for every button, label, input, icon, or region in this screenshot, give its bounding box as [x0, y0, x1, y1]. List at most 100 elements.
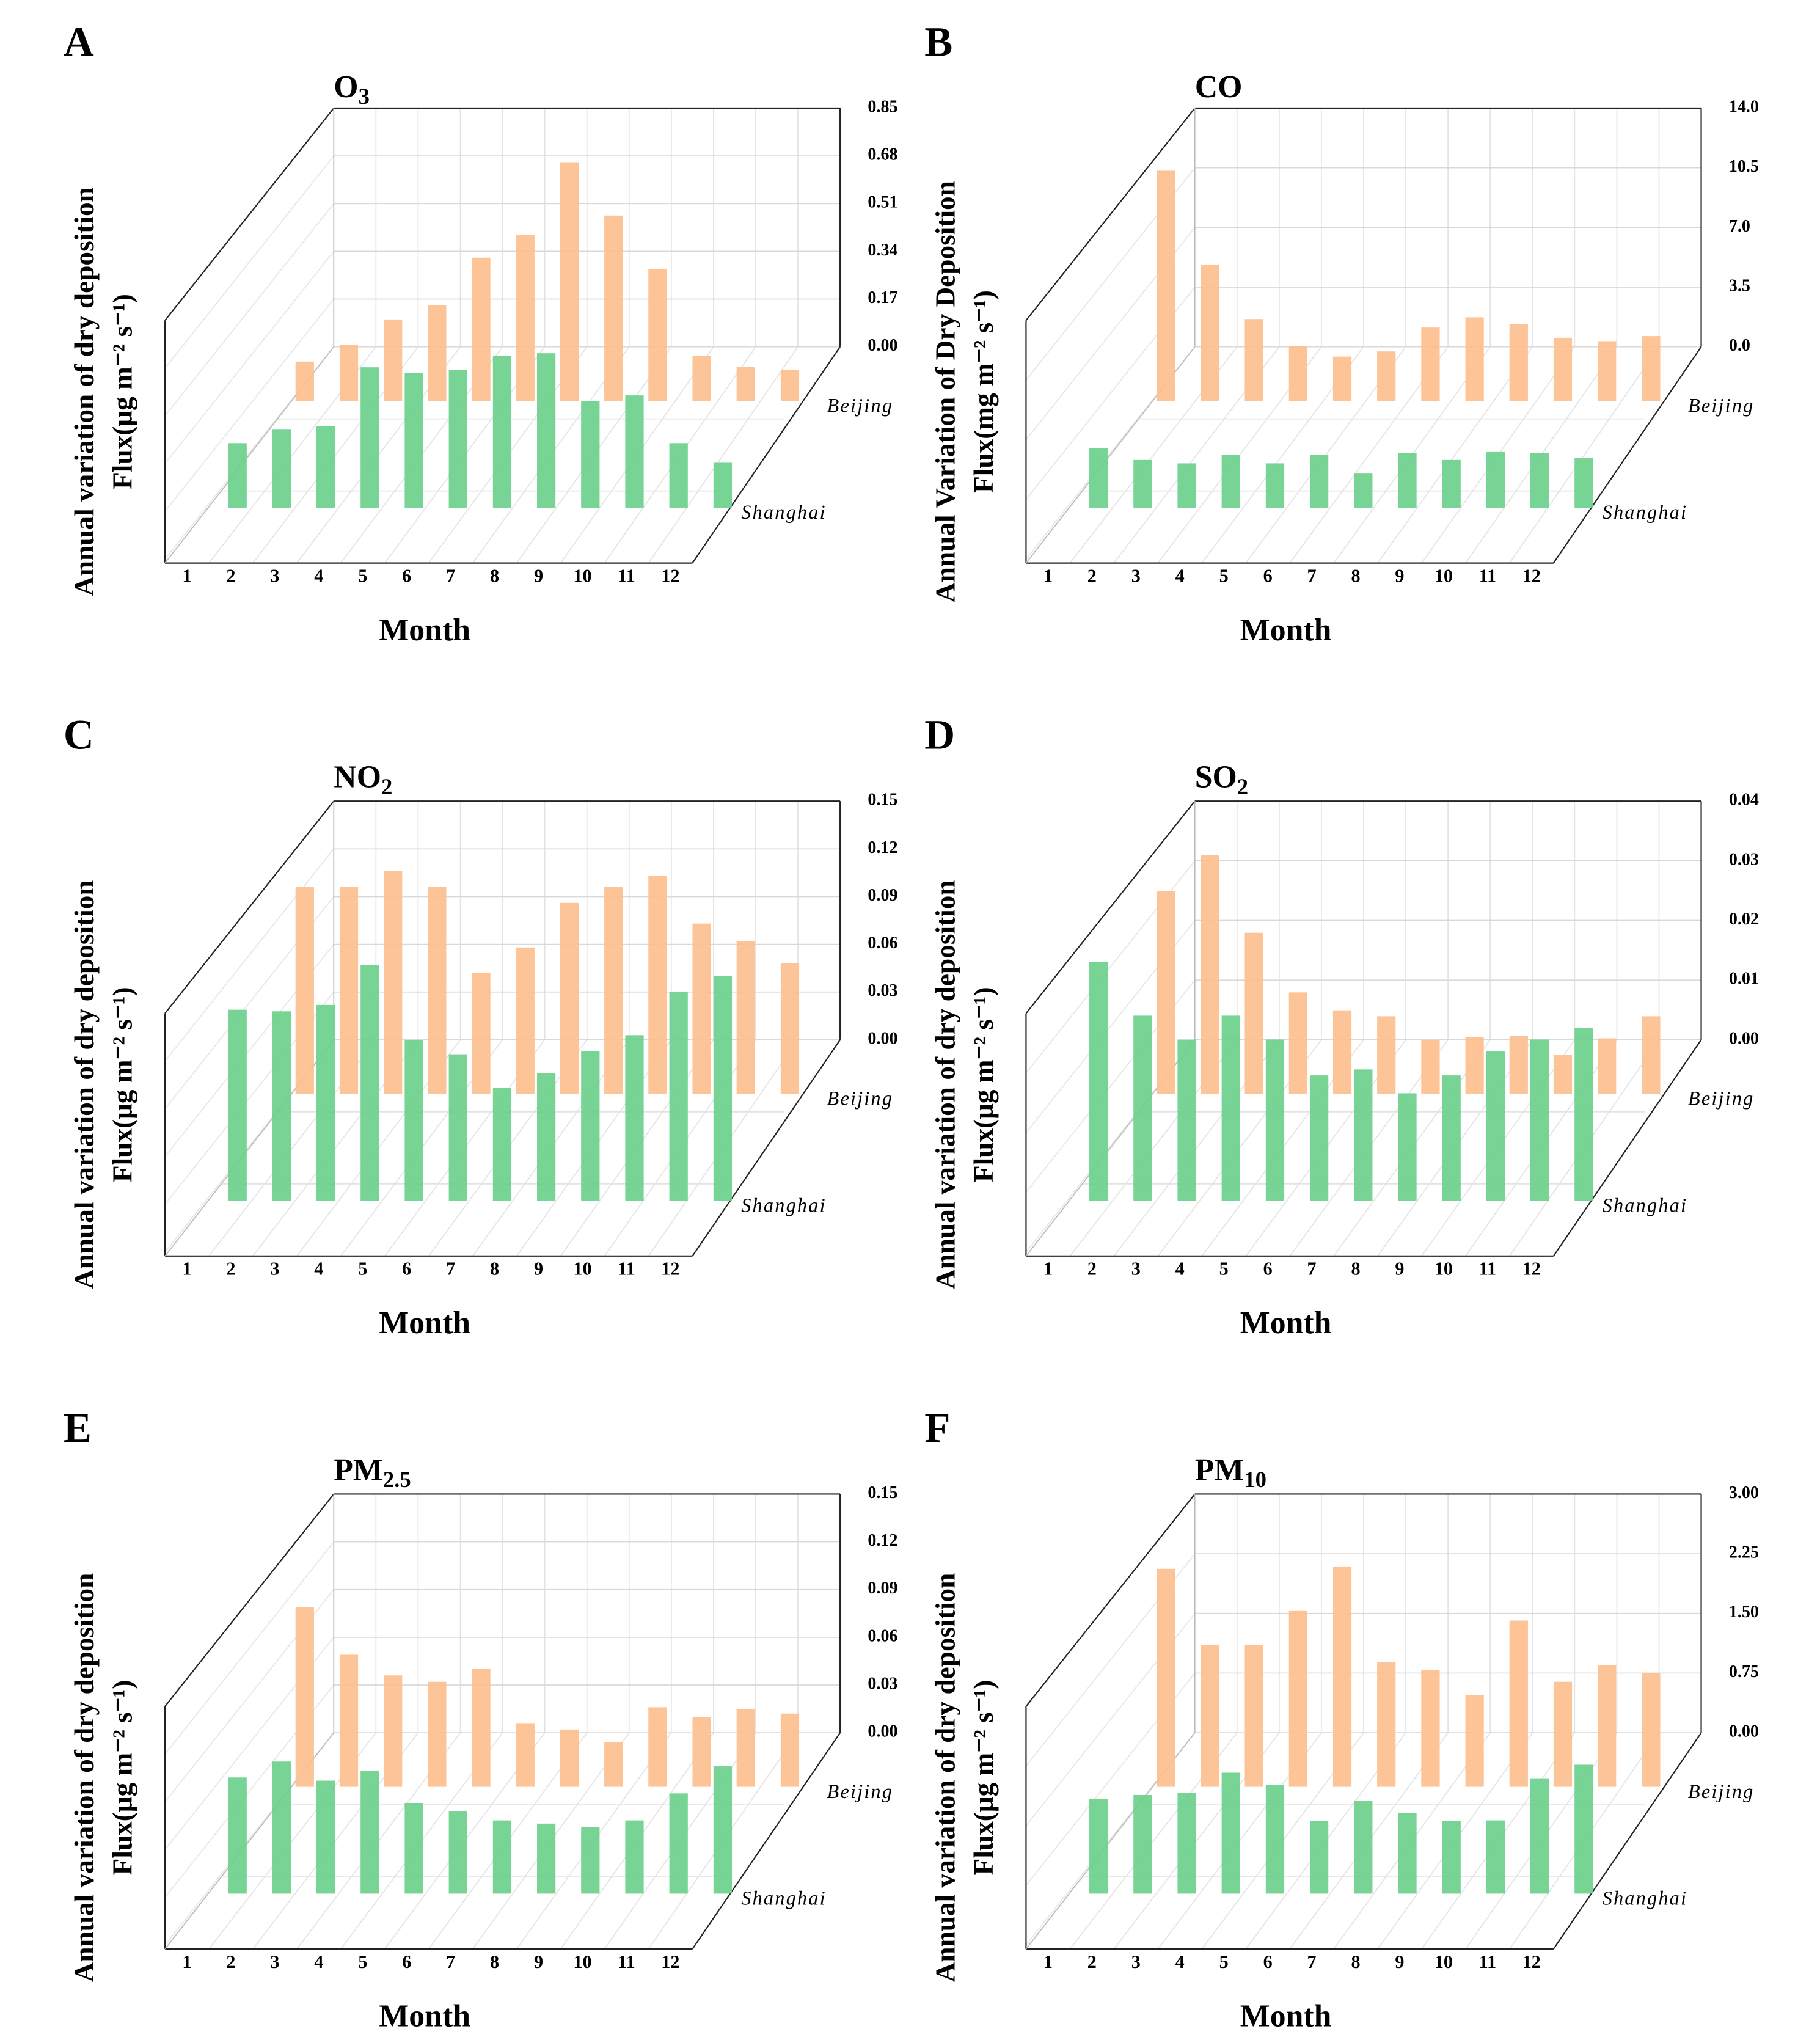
bar	[295, 1607, 314, 1787]
bar	[581, 401, 600, 508]
bar	[360, 367, 379, 508]
x-axis-label: Month	[1240, 1998, 1332, 2033]
y-axis-label: Flux(μg m⁻² s⁻¹)	[968, 987, 999, 1182]
bar	[1265, 1039, 1285, 1201]
bar	[448, 370, 467, 508]
bar	[1244, 319, 1263, 401]
bar	[1201, 855, 1219, 1094]
x-tick-label: 12	[1522, 1951, 1541, 1972]
bar	[625, 1820, 644, 1894]
chart-title-text: O	[334, 70, 358, 104]
x-tick-label: 2	[1087, 1951, 1097, 1972]
bar	[1642, 1673, 1661, 1787]
y-tick-label: 0.03	[1729, 850, 1759, 869]
x-tick-label: 11	[618, 565, 635, 586]
x-tick-label: 7	[446, 565, 455, 586]
y-tick-label: 0.09	[868, 1579, 897, 1598]
bar	[1421, 327, 1440, 401]
bar	[669, 992, 688, 1201]
bar	[1157, 891, 1175, 1094]
x-tick-label: 4	[314, 1951, 323, 1972]
grid-line	[164, 848, 334, 1062]
bar	[1486, 451, 1505, 508]
bar	[1530, 1039, 1549, 1201]
bar	[428, 887, 447, 1094]
x-tick-label: 6	[402, 565, 411, 586]
bar	[1421, 1670, 1440, 1787]
y-tick-label: 0.85	[868, 97, 897, 116]
grid-line	[164, 203, 334, 417]
y-axis-label: Annual variation of dry deposition	[69, 1573, 100, 1983]
bar	[428, 305, 447, 401]
bar	[384, 1675, 403, 1787]
chart-title: O3	[334, 70, 370, 109]
bar	[604, 1742, 623, 1787]
bar	[1133, 459, 1152, 508]
bar	[648, 269, 667, 401]
x-tick-label: 1	[182, 1951, 191, 1972]
x-tick-label: 11	[618, 1259, 635, 1279]
y-tick-label: 0.04	[1729, 791, 1759, 810]
x-tick-label: 11	[1479, 565, 1497, 586]
y-tick-label: 0.34	[868, 241, 897, 260]
y-axis-label: Annual variation of dry deposition	[930, 1573, 960, 1983]
x-tick-label: 1	[1043, 1951, 1053, 1972]
bar	[272, 1011, 291, 1201]
bar	[1553, 337, 1573, 401]
x-tick-label: 6	[402, 1259, 411, 1279]
bar	[448, 1054, 467, 1201]
y-tick-label: 0.00	[868, 1029, 897, 1048]
x-tick-label: 5	[358, 1259, 367, 1279]
bar	[1442, 459, 1461, 508]
bar	[713, 462, 733, 508]
axis-frame	[692, 1732, 841, 1950]
y-axis-label: Annual variation of dry deposition	[930, 880, 960, 1289]
floor-grid-line	[648, 346, 799, 564]
x-tick-label: 8	[1351, 1259, 1360, 1279]
x-tick-label: 10	[573, 565, 591, 586]
y-tick-label: 0.15	[868, 791, 897, 810]
x-tick-label: 7	[446, 1951, 455, 1972]
x-axis-label: Month	[379, 1998, 470, 2033]
x-tick-label: 4	[1175, 1951, 1185, 1972]
bar	[1574, 1764, 1593, 1894]
x-tick-label: 5	[358, 1951, 367, 1972]
axis-frame	[1025, 800, 1196, 1014]
chart-title-subscript: 3	[359, 84, 370, 109]
x-tick-label: 3	[270, 1259, 279, 1279]
y-tick-label: 0.75	[1729, 1662, 1759, 1681]
bar	[1310, 455, 1329, 508]
bar	[428, 1681, 447, 1787]
panel-letter: B	[924, 18, 952, 65]
y-tick-label: 0.06	[868, 934, 897, 952]
series-label: Shanghai	[741, 502, 827, 524]
bar	[669, 443, 688, 508]
bar	[537, 1073, 556, 1201]
x-tick-label: 9	[1395, 1259, 1404, 1279]
y-tick-label: 0.00	[868, 1722, 897, 1741]
y-tick-label: 0.00	[1729, 1029, 1759, 1048]
x-tick-label: 2	[226, 1951, 235, 1972]
bar	[1398, 1813, 1417, 1894]
bar	[1553, 1681, 1573, 1787]
chart-title-subscript: 2.5	[383, 1467, 411, 1492]
x-tick-label: 10	[573, 1259, 591, 1279]
bar	[316, 1780, 335, 1894]
x-axis-label: Month	[1240, 1306, 1332, 1340]
y-axis-label: Flux(μg m⁻² s⁻¹)	[108, 1680, 138, 1876]
bar	[1598, 341, 1617, 401]
x-tick-label: 4	[1175, 565, 1185, 586]
bar	[1265, 1785, 1285, 1894]
x-tick-label: 4	[1175, 1259, 1185, 1279]
x-tick-label: 3	[270, 565, 279, 586]
x-tick-label: 9	[534, 1951, 543, 1972]
chart-title-subscript: 10	[1244, 1467, 1266, 1492]
x-tick-label: 12	[661, 565, 679, 586]
bar	[1332, 1010, 1352, 1094]
bar	[492, 1820, 512, 1894]
x-axis-label: Month	[379, 1306, 470, 1340]
bar	[1509, 324, 1528, 401]
chart-title-text: NO	[334, 760, 381, 795]
y-tick-label: 0.12	[868, 838, 897, 857]
x-tick-label: 11	[1479, 1259, 1497, 1279]
